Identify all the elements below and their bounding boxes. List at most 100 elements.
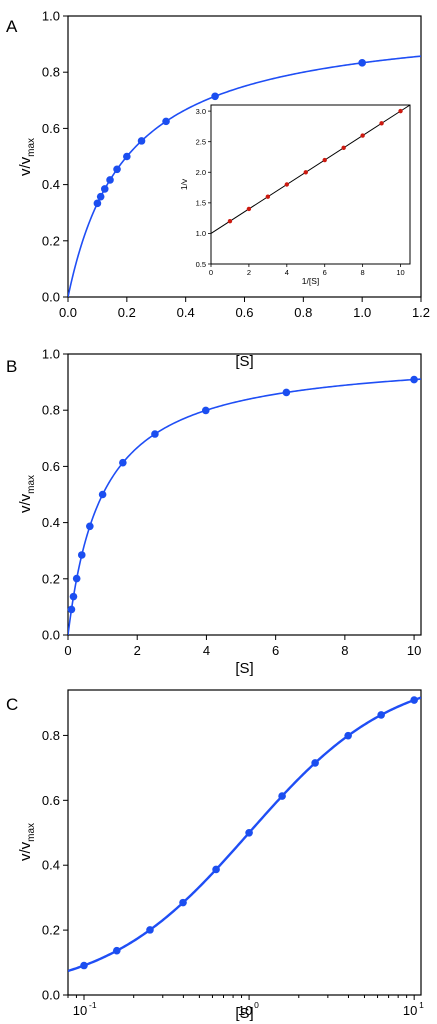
data-point [96, 192, 105, 201]
y-axis-label-subscript: max [26, 138, 37, 157]
data-point [137, 137, 146, 145]
inset-y-axis-label: 1/v [179, 178, 189, 190]
y-tick-label: 0.4 [42, 858, 60, 873]
inset-frame [210, 104, 411, 265]
y-tick-label: 0.0 [42, 628, 60, 643]
data-point [377, 711, 385, 719]
x-tick-label: 8 [341, 643, 348, 658]
data-point [410, 375, 418, 384]
y-tick-label: 0.6 [42, 121, 60, 136]
x-tick-label: 2 [134, 643, 141, 658]
data-point [162, 117, 170, 126]
y-axis-label: v/vmax [17, 823, 37, 861]
data-point [119, 458, 127, 467]
inset-y-tick-label: 2.0 [196, 168, 206, 177]
x-tick-label: 0.8 [294, 305, 312, 320]
x-axis-label: [S] [235, 660, 253, 677]
data-point [77, 551, 86, 559]
x-tick-label: 1.2 [412, 305, 430, 320]
y-axis-label-main: v/v [17, 493, 34, 513]
y-tick-label: 0.0 [42, 988, 60, 1003]
chart-panel-c: C0.00.20.40.60.810 -1 10 0 10 1[S]v/vmax [6, 689, 424, 1022]
inset-x-tick-label: 10 [396, 268, 404, 277]
data-point [410, 696, 418, 704]
x-tick-label: 10 [407, 643, 421, 658]
inset-y-tick-label: 0.5 [196, 260, 206, 269]
data-point [358, 59, 366, 67]
inset-data-point [303, 170, 308, 175]
inset-data-point [398, 108, 403, 114]
inset-y-tick-label: 3.0 [196, 107, 206, 116]
data-point [282, 388, 291, 397]
y-tick-label: 0.6 [42, 793, 60, 808]
data-point [98, 490, 107, 499]
y-axis-label-subscript: max [26, 823, 37, 842]
x-tick-label: 0.2 [118, 305, 136, 320]
data-point [123, 152, 131, 161]
inset-y-tick-label: 1.0 [196, 229, 206, 238]
data-point [212, 865, 220, 874]
inset-data-point [379, 121, 384, 126]
x-axis-label: [S] [235, 1005, 253, 1022]
x-tick-label-exponent: 0 [254, 1000, 259, 1010]
x-tick-label: 0 [64, 643, 71, 658]
plot-frame [67, 353, 422, 636]
inset-lineweaver-burk: 0.5 1.0 1.5 2.0 2.5 3.0 0 2 4 6 8 10 1/[S] 1/v [179, 104, 411, 286]
x-tick-label: 1.0 [353, 305, 371, 320]
x-tick-label-group: 10 1 [403, 1000, 424, 1018]
y-tick-label: 0.8 [42, 65, 60, 80]
data-point [211, 92, 219, 101]
x-axis-label: [S] [235, 353, 253, 370]
x-tick-label-base: 10 [238, 1003, 252, 1018]
inset-data-point [341, 145, 346, 151]
x-tick-label-group: 10 -1 [73, 1000, 97, 1018]
inset-fitted-line [210, 104, 411, 234]
x-tick-label: 0.0 [59, 305, 77, 320]
y-tick-label: 1.0 [42, 9, 60, 24]
y-axis-label-subscript: max [26, 475, 37, 494]
y-axis-label: v/vmax [17, 138, 37, 176]
fitted-curve [68, 696, 421, 973]
data-point [245, 828, 253, 837]
inset-data-point [265, 194, 271, 199]
data-point [201, 406, 210, 415]
fitted-curve [68, 378, 421, 635]
data-point [67, 605, 76, 614]
x-tick-label-exponent: 1 [419, 1000, 424, 1010]
inset-data-point [284, 182, 290, 187]
x-tick-label-base: 10 [403, 1003, 417, 1018]
y-tick-label: 0.2 [42, 233, 60, 248]
data-point [100, 185, 109, 193]
data-point [106, 176, 114, 184]
inset-y-tick-label: 2.5 [196, 137, 206, 146]
y-tick-label: 0.6 [42, 459, 60, 474]
y-tick-label: 0.0 [42, 290, 60, 305]
chart-panel-a: A 0.0 0.2 0.4 0.6 0.8 1.0 0.0 0.2 0.4 0.6 0.8 1.0 1.2… [6, 9, 430, 371]
x-tick-label-exponent: -1 [89, 1000, 97, 1010]
y-tick-label: 0.4 [42, 515, 60, 530]
y-tick-label: 0.2 [42, 571, 60, 586]
data-point [179, 898, 187, 907]
data-point [69, 592, 78, 601]
inset-data-point [246, 206, 252, 212]
y-tick-label: 0.2 [42, 923, 60, 938]
inset-x-tick-label: 4 [285, 268, 289, 277]
y-tick-label: 1.0 [42, 347, 60, 362]
y-axis-label-main: v/v [17, 841, 34, 861]
data-point [146, 926, 154, 934]
inset-x-tick-label: 8 [361, 268, 365, 277]
x-tick-label-base: 10 [73, 1003, 87, 1018]
data-point [113, 165, 121, 174]
inset-x-tick-label: 6 [323, 268, 327, 277]
inset-x-tick-label: 2 [247, 268, 251, 277]
inset-x-tick-label: 0 [209, 268, 213, 277]
data-point [80, 961, 88, 970]
panel-label-c: C [6, 695, 18, 714]
y-tick-label: 0.8 [42, 728, 60, 743]
data-point [112, 946, 121, 955]
panel-label-b: B [6, 357, 17, 376]
x-tick-label: 0.4 [177, 305, 195, 320]
y-axis-label: v/vmax [17, 475, 37, 513]
data-point [344, 731, 352, 740]
